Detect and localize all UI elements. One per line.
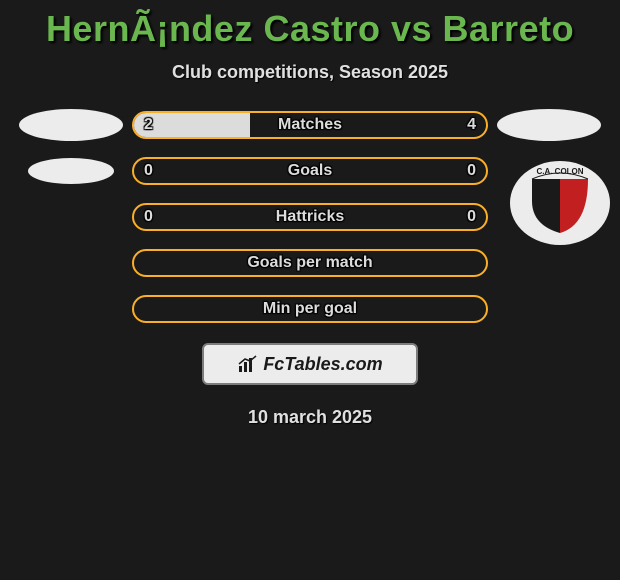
stat-label: Goals per match	[247, 254, 372, 272]
page-title: HernÃ¡ndez Castro vs Barreto	[0, 8, 620, 50]
stat-label: Goals	[288, 162, 332, 180]
right-side-slot	[488, 109, 610, 141]
stat-label: Hattricks	[276, 208, 344, 226]
stat-value-left: 0	[144, 208, 153, 226]
stat-row: 2 Matches 4	[10, 111, 610, 139]
player-photo-left-secondary	[28, 158, 114, 184]
stat-bar: Min per goal	[132, 295, 488, 323]
stat-value-left: 0	[144, 162, 153, 180]
club-name-text: C.A. COLON	[536, 167, 583, 176]
subtitle: Club competitions, Season 2025	[0, 62, 620, 83]
stat-label: Matches	[278, 116, 342, 134]
comparison-card: HernÃ¡ndez Castro vs Barreto Club compet…	[0, 0, 620, 428]
player-photo-left	[19, 109, 123, 141]
watermark-badge: FcTables.com	[202, 343, 418, 385]
stat-bar: 0 Hattricks 0	[132, 203, 488, 231]
stat-bar: 0 Goals 0	[132, 157, 488, 185]
stats-area: 2 Matches 4 0 Goals 0	[0, 111, 620, 323]
stat-value-right: 0	[467, 162, 476, 180]
stat-value-left: 2	[144, 116, 153, 134]
left-side-slot	[10, 109, 132, 141]
chart-icon	[237, 354, 259, 374]
stat-bar: 2 Matches 4	[132, 111, 488, 139]
stat-value-right: 4	[467, 116, 476, 134]
stat-bar: Goals per match	[132, 249, 488, 277]
date-label: 10 march 2025	[0, 407, 620, 428]
club-badge-right: C.A. COLON	[510, 161, 610, 245]
left-side-slot	[10, 158, 132, 184]
stat-row: Min per goal	[10, 295, 610, 323]
stat-row: Goals per match	[10, 249, 610, 277]
watermark-text: FcTables.com	[263, 354, 382, 375]
stat-label: Min per goal	[263, 300, 357, 318]
player-photo-right	[497, 109, 601, 141]
stat-value-right: 0	[467, 208, 476, 226]
